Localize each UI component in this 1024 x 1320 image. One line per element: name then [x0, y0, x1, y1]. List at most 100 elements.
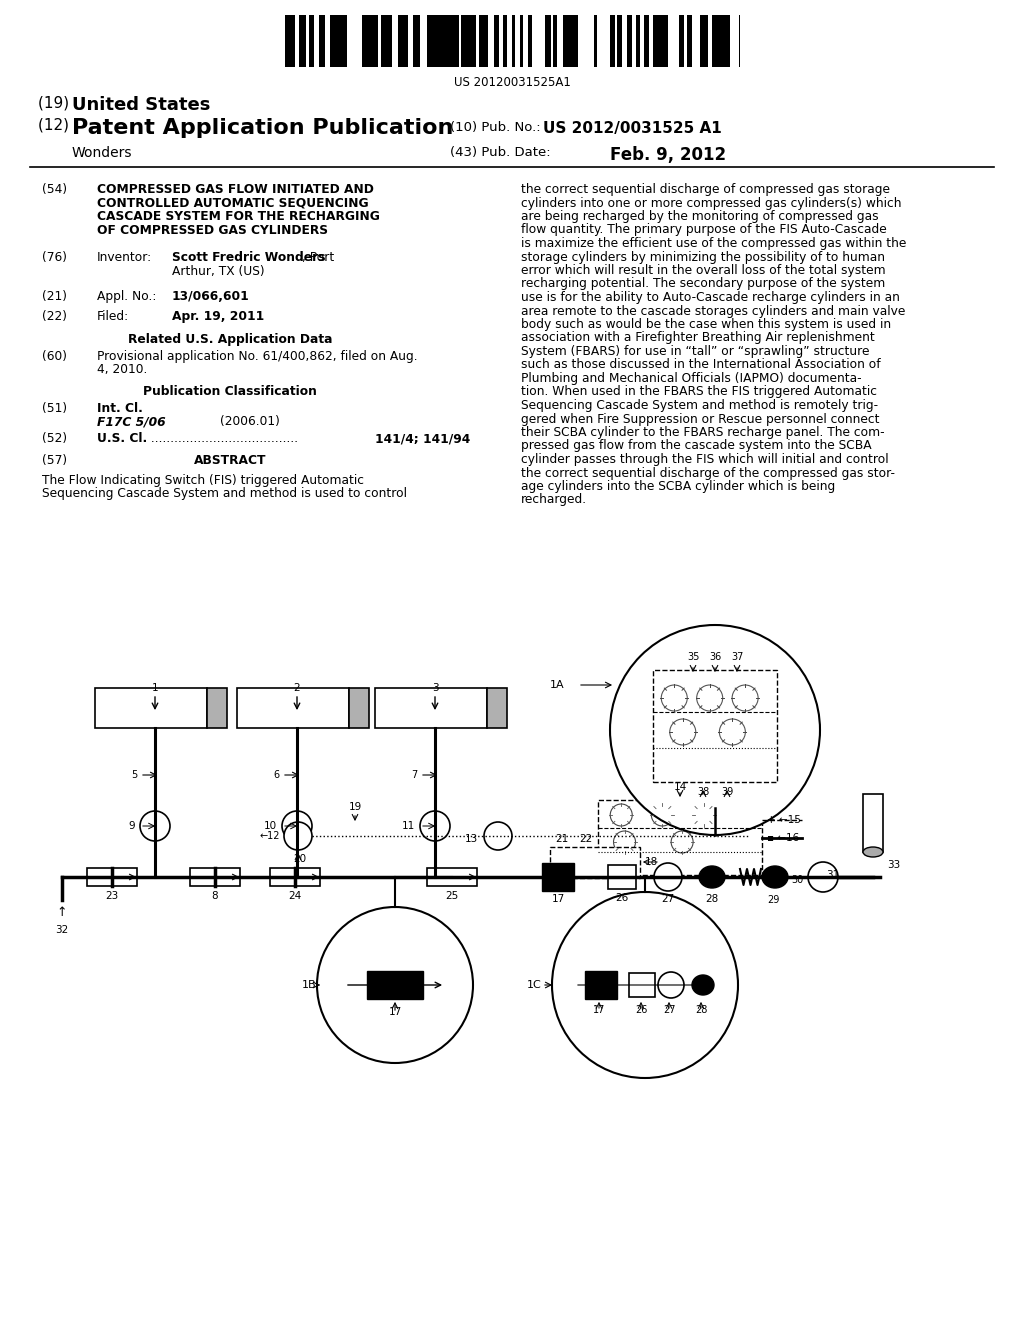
- Text: 32: 32: [55, 925, 69, 935]
- Text: 28: 28: [695, 1005, 708, 1015]
- Text: 25: 25: [445, 891, 459, 902]
- Text: gered when Fire Suppression or Rescue personnel connect: gered when Fire Suppression or Rescue pe…: [521, 412, 880, 425]
- Text: 17: 17: [551, 894, 564, 904]
- Bar: [344, 15, 346, 67]
- Bar: [466, 15, 470, 67]
- Text: (22): (22): [42, 310, 67, 323]
- Text: Related U.S. Application Data: Related U.S. Application Data: [128, 333, 332, 346]
- Bar: [427, 15, 430, 67]
- Text: (52): (52): [42, 432, 68, 445]
- Bar: [629, 973, 655, 997]
- Text: ▪ ←16: ▪ ←16: [767, 833, 800, 843]
- Bar: [323, 15, 326, 67]
- Text: 1C: 1C: [527, 979, 542, 990]
- Text: COMPRESSED GAS FLOW INITIATED AND: COMPRESSED GAS FLOW INITIATED AND: [97, 183, 374, 195]
- Circle shape: [719, 719, 745, 744]
- Text: body such as would be the case when this system is used in: body such as would be the case when this…: [521, 318, 891, 331]
- Text: 1: 1: [152, 682, 159, 693]
- Text: 13: 13: [465, 834, 478, 843]
- Text: 2: 2: [294, 682, 300, 693]
- Bar: [237, 688, 349, 729]
- Bar: [397, 15, 403, 67]
- Circle shape: [282, 810, 312, 841]
- Circle shape: [284, 822, 312, 850]
- Bar: [717, 15, 722, 67]
- Text: 20: 20: [294, 854, 306, 865]
- Bar: [403, 15, 408, 67]
- Circle shape: [654, 863, 682, 891]
- Bar: [470, 15, 474, 67]
- Text: 14: 14: [674, 781, 687, 792]
- Circle shape: [670, 719, 695, 744]
- Text: 1B: 1B: [301, 979, 316, 990]
- Bar: [528, 15, 532, 67]
- Text: Scott Fredric Wonders: Scott Fredric Wonders: [172, 251, 326, 264]
- Circle shape: [696, 685, 723, 711]
- Circle shape: [484, 822, 512, 850]
- Bar: [610, 15, 615, 67]
- Text: tion. When used in the FBARS the FIS triggered Automatic: tion. When used in the FBARS the FIS tri…: [521, 385, 877, 399]
- Bar: [427, 869, 477, 886]
- Text: 29: 29: [767, 895, 779, 906]
- Bar: [474, 15, 476, 67]
- Text: 13/066,601: 13/066,601: [172, 290, 250, 304]
- Text: Provisional application No. 61/400,862, filed on Aug.: Provisional application No. 61/400,862, …: [97, 350, 418, 363]
- Text: recharged.: recharged.: [521, 494, 587, 507]
- Text: association with a Firefighter Breathing Air replenishment: association with a Firefighter Breathing…: [521, 331, 874, 345]
- Text: 18: 18: [645, 857, 658, 867]
- Text: OF COMPRESSED GAS CYLINDERS: OF COMPRESSED GAS CYLINDERS: [97, 223, 328, 236]
- Text: error which will result in the overall loss of the total system: error which will result in the overall l…: [521, 264, 886, 277]
- Bar: [449, 15, 450, 67]
- Bar: [608, 865, 636, 888]
- Text: Inventor:: Inventor:: [97, 251, 153, 264]
- Bar: [569, 15, 574, 67]
- Text: (21): (21): [42, 290, 67, 304]
- Text: Patent Application Publication: Patent Application Publication: [72, 117, 454, 139]
- Bar: [443, 15, 449, 67]
- Bar: [438, 15, 443, 67]
- Bar: [628, 15, 632, 67]
- Bar: [653, 671, 777, 781]
- Bar: [663, 15, 668, 67]
- Text: 5: 5: [131, 770, 137, 780]
- Text: (57): (57): [42, 454, 68, 467]
- Circle shape: [610, 624, 820, 836]
- Text: Filed:: Filed:: [97, 310, 129, 323]
- Text: Publication Classification: Publication Classification: [143, 385, 317, 399]
- Bar: [309, 15, 311, 67]
- Bar: [494, 15, 497, 67]
- Bar: [338, 15, 341, 67]
- Text: 1A: 1A: [550, 680, 564, 690]
- Text: 26: 26: [635, 1005, 647, 1015]
- Text: Int. Cl.: Int. Cl.: [97, 403, 143, 414]
- Text: 6: 6: [272, 770, 279, 780]
- Bar: [487, 688, 507, 729]
- Bar: [450, 15, 453, 67]
- Text: Sequencing Cascade System and method is remotely trig-: Sequencing Cascade System and method is …: [521, 399, 879, 412]
- Text: (76): (76): [42, 251, 67, 264]
- Text: CASCADE SYSTEM FOR THE RECHARGING: CASCADE SYSTEM FOR THE RECHARGING: [97, 210, 380, 223]
- Bar: [383, 15, 387, 67]
- Bar: [285, 15, 287, 67]
- Text: (60): (60): [42, 350, 67, 363]
- Bar: [387, 15, 392, 67]
- Bar: [381, 15, 383, 67]
- Bar: [479, 15, 483, 67]
- Text: 35: 35: [687, 652, 699, 663]
- Bar: [497, 15, 499, 67]
- Text: storage cylinders by minimizing the possibility of to human: storage cylinders by minimizing the poss…: [521, 251, 885, 264]
- Ellipse shape: [863, 847, 883, 857]
- Text: 27: 27: [663, 1005, 675, 1015]
- Bar: [687, 15, 691, 67]
- Bar: [95, 688, 207, 729]
- Bar: [700, 15, 705, 67]
- Text: the correct sequential discharge of compressed gas storage: the correct sequential discharge of comp…: [521, 183, 890, 195]
- Bar: [270, 869, 319, 886]
- Text: are being recharged by the monitoring of compressed gas: are being recharged by the monitoring of…: [521, 210, 879, 223]
- Text: ←12: ←12: [259, 832, 280, 841]
- Text: 31: 31: [826, 870, 840, 880]
- Text: (2006.01): (2006.01): [220, 416, 280, 429]
- Circle shape: [692, 804, 715, 826]
- Circle shape: [420, 810, 450, 841]
- Circle shape: [552, 892, 738, 1078]
